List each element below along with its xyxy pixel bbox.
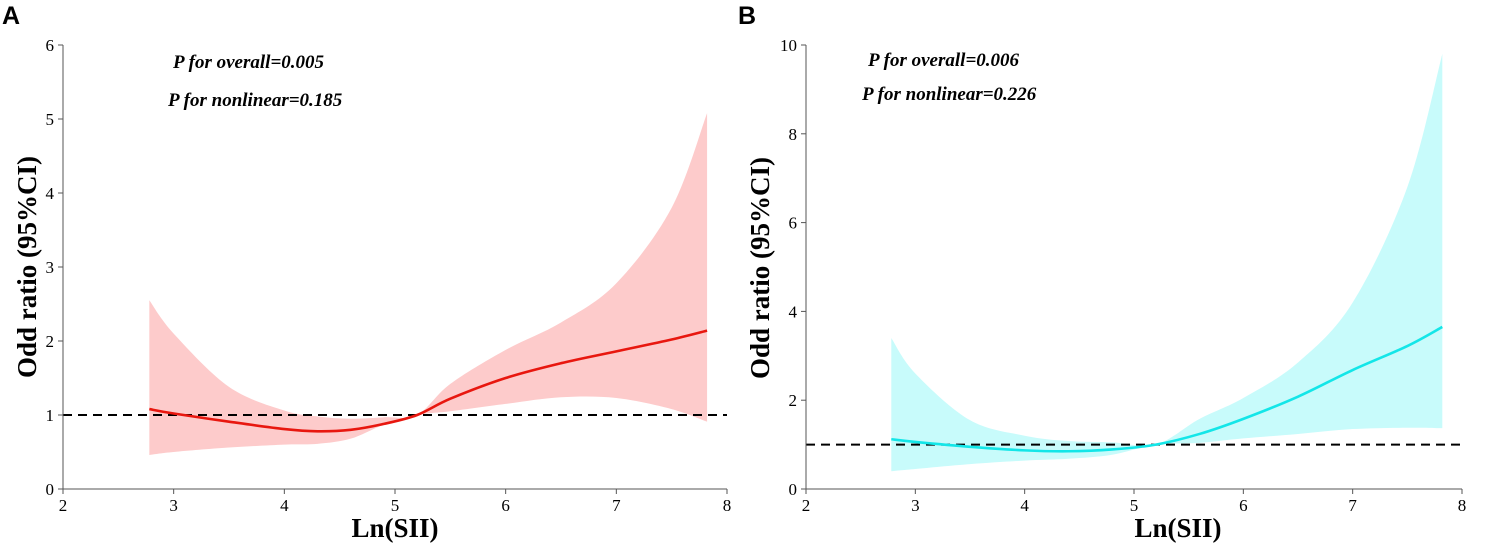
y-tick-label: 5 bbox=[46, 110, 55, 129]
panel-a: A 2 3 4 5 6 7 8 0 1 2 3 4 5 6 Ln(SII) Odd ratio (95%C… bbox=[2, 2, 731, 543]
y-tick-label: 6 bbox=[46, 36, 55, 55]
y-axis-title: Odd ratio (95%CI) bbox=[745, 157, 775, 379]
x-tick-label: 5 bbox=[1130, 496, 1139, 515]
odds-ratio-line bbox=[149, 329, 708, 433]
x-tick-label: 8 bbox=[1458, 496, 1467, 515]
x-axis-title: Ln(SII) bbox=[1134, 513, 1221, 543]
y-tick-label: 1 bbox=[46, 406, 55, 425]
y-axis-title: Odd ratio (95%CI) bbox=[12, 156, 42, 378]
x-tick-label: 3 bbox=[911, 496, 920, 515]
odds-ratio-line bbox=[891, 325, 1443, 453]
y-tick-label: 0 bbox=[46, 480, 55, 499]
x-tick-label: 4 bbox=[1020, 496, 1029, 515]
p-nonlinear-annotation: P for nonlinear=0.226 bbox=[861, 84, 1037, 105]
x-tick-label: 4 bbox=[280, 496, 289, 515]
x-axis-title: Ln(SII) bbox=[351, 513, 438, 543]
y-tick-label: 10 bbox=[780, 36, 797, 55]
y-tick-label: 6 bbox=[789, 214, 798, 233]
x-tick-label: 7 bbox=[1348, 496, 1357, 515]
y-tick-label: 2 bbox=[46, 332, 55, 351]
panel-letter-b: B bbox=[738, 2, 756, 30]
x-tick-label: 6 bbox=[501, 496, 510, 515]
y-tick-label: 4 bbox=[46, 184, 55, 203]
x-tick-label: 6 bbox=[1239, 496, 1248, 515]
confidence-band bbox=[891, 53, 1443, 472]
x-tick-label: 3 bbox=[169, 496, 178, 515]
y-tick-label: 2 bbox=[789, 391, 798, 410]
x-tick-label: 5 bbox=[391, 496, 400, 515]
y-tick-label: 4 bbox=[789, 302, 798, 321]
y-tick-label: 0 bbox=[789, 480, 798, 499]
x-tick-label: 8 bbox=[723, 496, 732, 515]
x-tick-label: 2 bbox=[59, 496, 68, 515]
panel-letter-a: A bbox=[2, 2, 20, 30]
x-tick-label: 2 bbox=[802, 496, 811, 515]
y-tick-label: 3 bbox=[46, 258, 55, 277]
x-tick-label: 7 bbox=[612, 496, 621, 515]
y-tick-label: 8 bbox=[789, 125, 798, 144]
confidence-band bbox=[149, 113, 708, 455]
p-nonlinear-annotation: P for nonlinear=0.185 bbox=[167, 90, 343, 111]
p-overall-annotation: P for overall=0.006 bbox=[867, 50, 1020, 71]
p-overall-annotation: P for overall=0.005 bbox=[172, 52, 325, 73]
